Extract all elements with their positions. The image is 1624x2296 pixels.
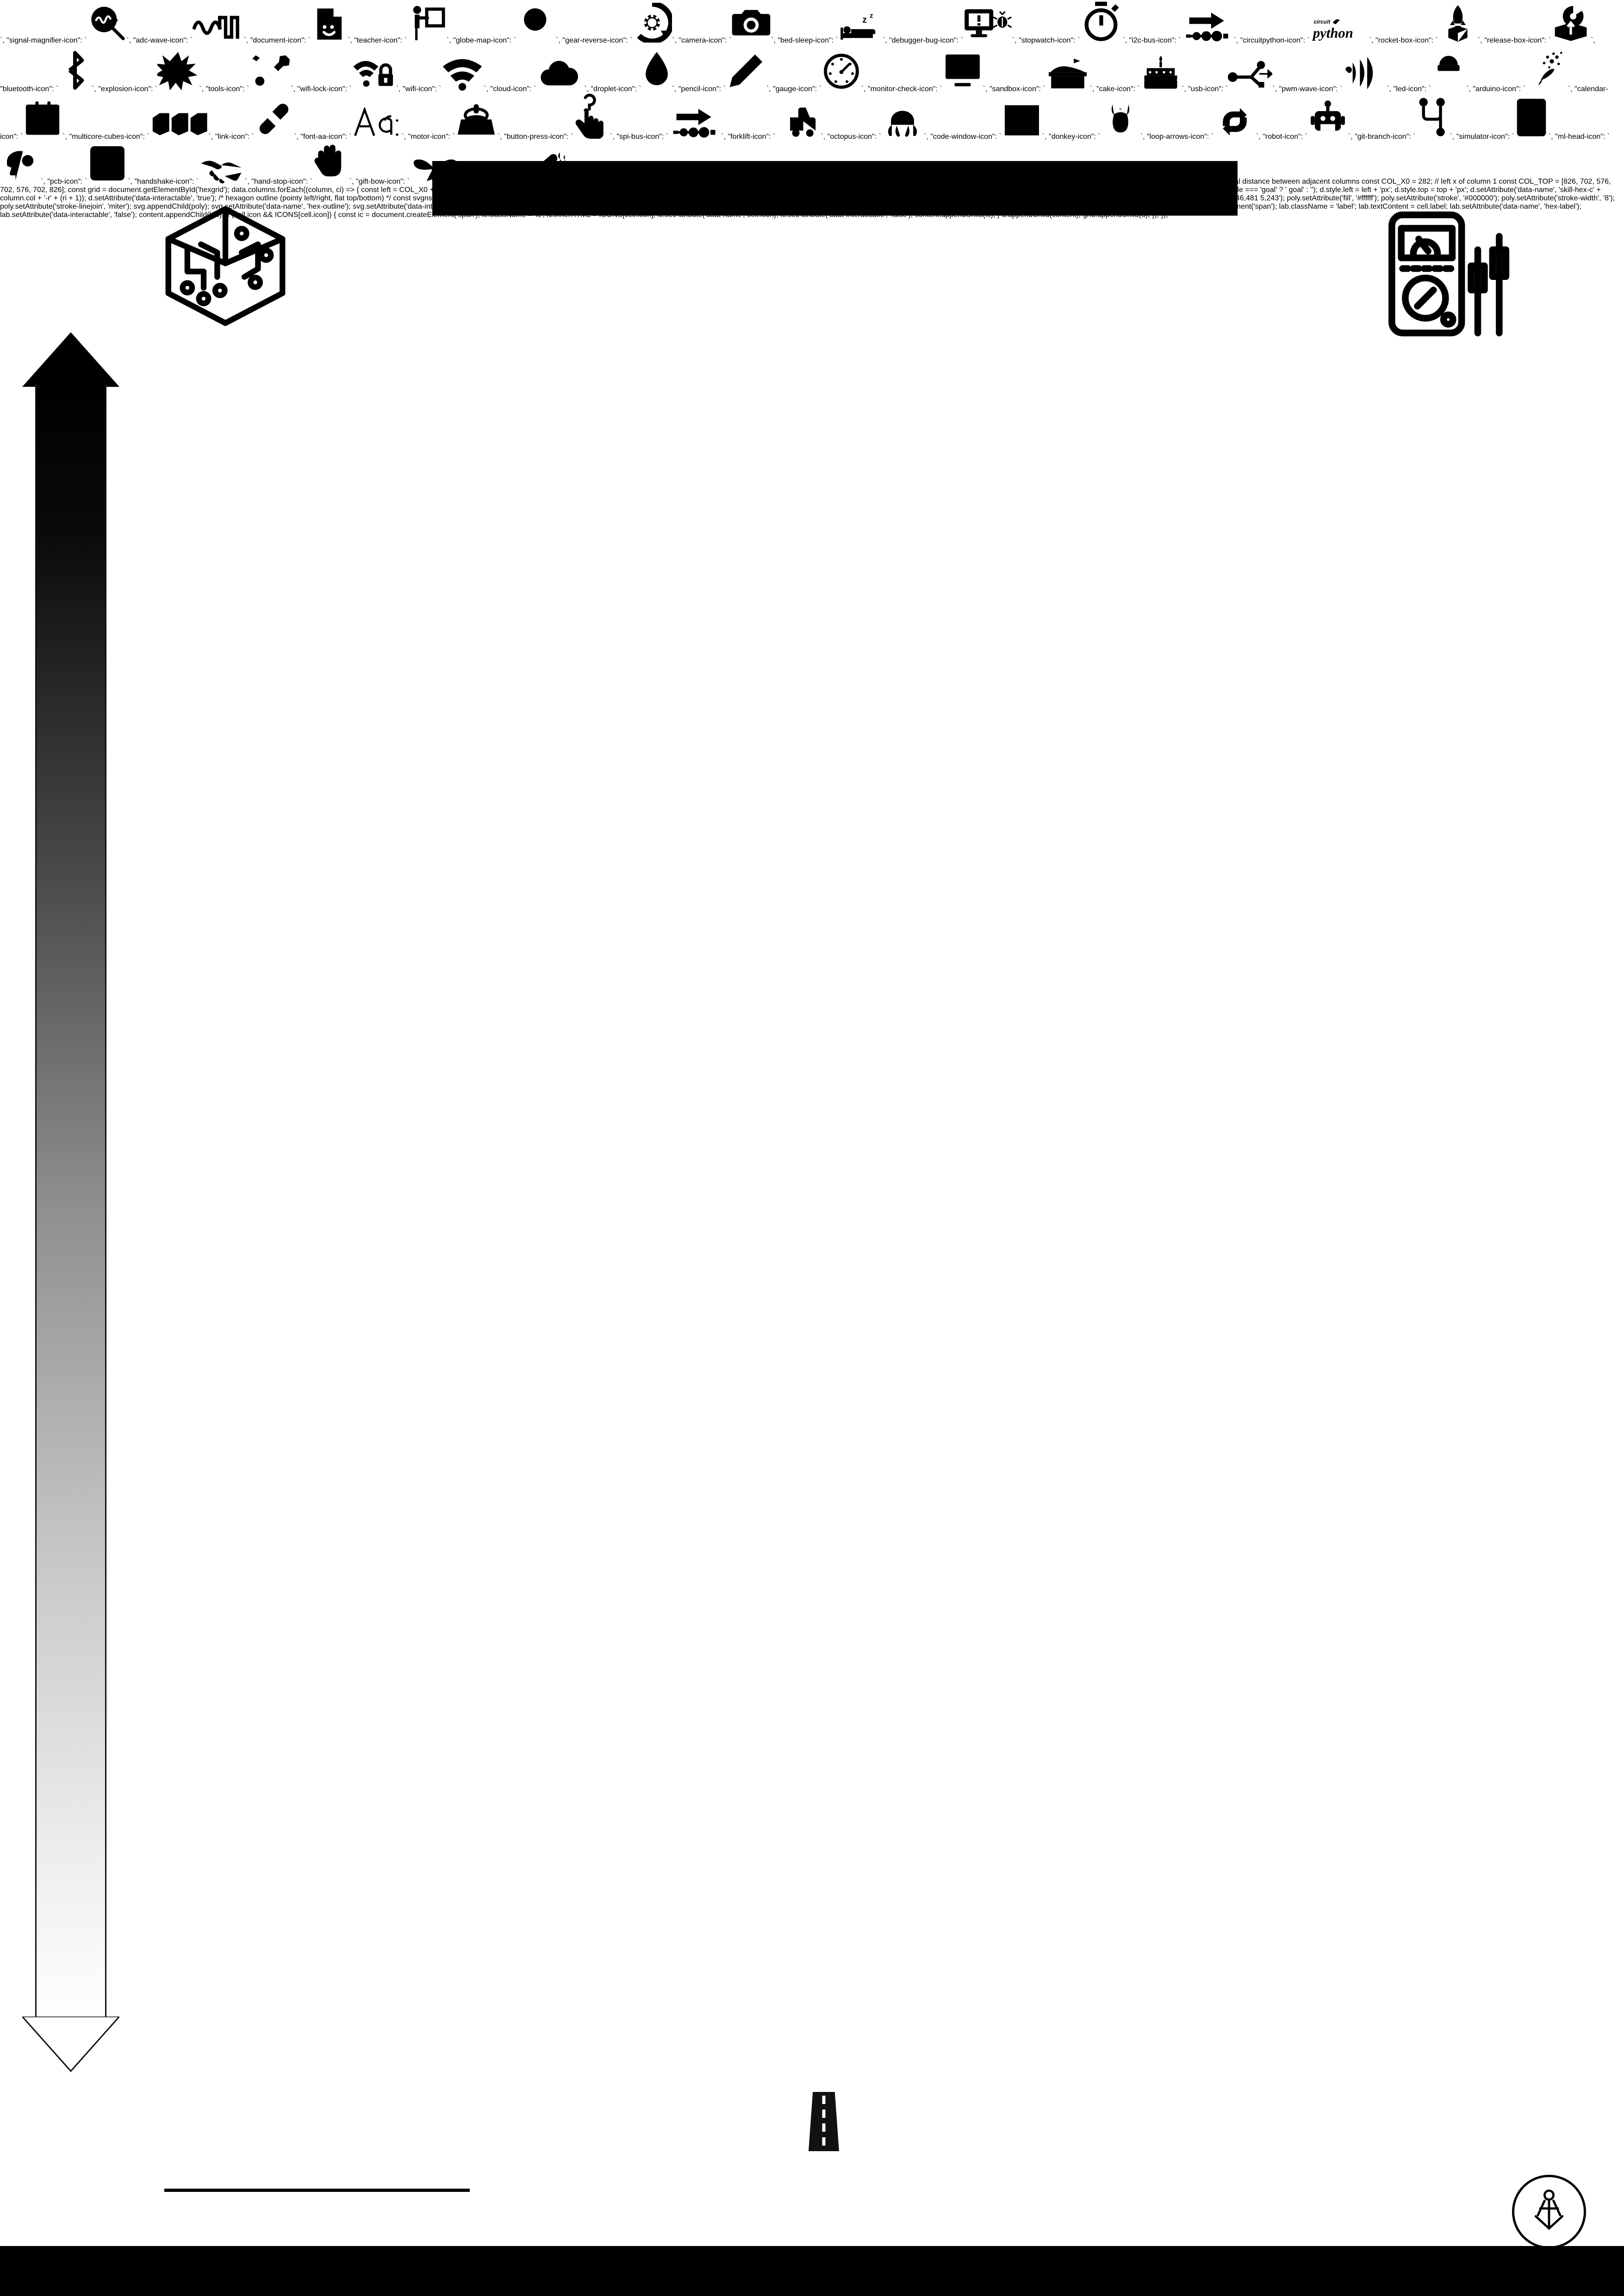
pcb-cube-icon <box>149 204 302 329</box>
svg-text:python: python <box>1312 25 1353 41</box>
level-axis-arrow <box>22 332 119 2072</box>
name-input-rule[interactable] <box>164 2189 470 2192</box>
arrow-head-down-icon <box>22 2017 119 2072</box>
multimeter-icon <box>1384 209 1518 339</box>
svg-text:z: z <box>862 15 867 25</box>
arrow-shaft <box>35 384 106 2022</box>
svg-text:circuit: circuit <box>1313 19 1331 25</box>
arrow-head-up-icon <box>22 332 119 387</box>
road-icon <box>809 2092 839 2151</box>
svg-text:z: z <box>870 12 873 20</box>
start-here-marker <box>662 2091 986 2152</box>
license-block <box>1512 2175 1596 2249</box>
footer-bar <box>0 2246 1624 2296</box>
subtitle-banner <box>432 161 1238 216</box>
cc-badge-icon <box>1512 2175 1586 2249</box>
name-field[interactable] <box>160 2189 470 2197</box>
